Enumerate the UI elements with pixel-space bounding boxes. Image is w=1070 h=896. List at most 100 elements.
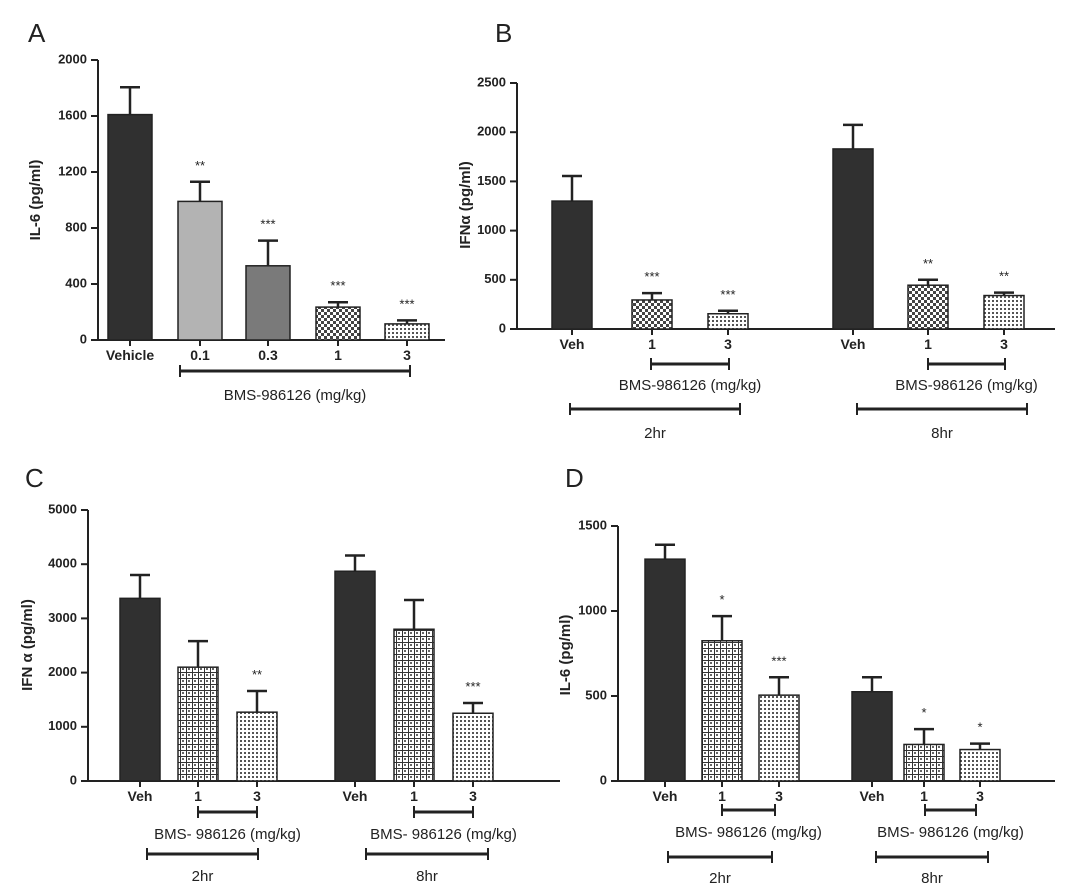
bar: [644, 558, 686, 782]
x-tick-label: 3: [469, 788, 477, 804]
dose-label: BMS-986126 (mg/kg): [895, 377, 1038, 394]
x-tick-label: Vehicle: [106, 347, 154, 363]
x-tick-label: Veh: [343, 788, 368, 804]
x-tick-label: 1: [648, 336, 656, 352]
bar: [907, 284, 949, 330]
y-tick-label: 2000: [48, 664, 77, 679]
y-tick-label: 0: [70, 772, 77, 787]
x-tick-label: 1: [194, 788, 202, 804]
time-label: 8hr: [931, 425, 953, 442]
x-tick-label: 1: [334, 347, 342, 363]
x-tick-label: 3: [403, 347, 411, 363]
x-tick-label: 1: [410, 788, 418, 804]
panel-letter: B: [495, 18, 512, 48]
x-tick-label: 3: [253, 788, 261, 804]
y-tick-label: 1000: [578, 602, 607, 617]
time-label: 2hr: [644, 425, 666, 442]
dose-label: BMS- 986126 (mg/kg): [877, 824, 1024, 841]
significance-label: *: [719, 592, 724, 607]
time-label: 2hr: [709, 870, 731, 887]
bar: [245, 265, 291, 341]
bar: [959, 748, 1001, 782]
bar: [832, 148, 874, 330]
dose-label: BMS-986126 (mg/kg): [224, 387, 367, 404]
bar: [701, 640, 743, 782]
y-axis-label: IFN α (pg/ml): [19, 599, 36, 691]
significance-label: ***: [771, 653, 786, 668]
panel-letter: A: [28, 18, 46, 48]
x-tick-label: 1: [924, 336, 932, 352]
time-label: 8hr: [416, 868, 438, 885]
y-tick-label: 1000: [477, 222, 506, 237]
panel-letter: D: [565, 463, 584, 493]
dose-label: BMS- 986126 (mg/kg): [370, 826, 517, 843]
bar: [631, 299, 673, 330]
significance-label: ***: [260, 217, 275, 232]
significance-label: ***: [399, 296, 414, 311]
bar: [758, 694, 800, 782]
significance-label: **: [195, 158, 205, 173]
bar: [384, 323, 430, 341]
y-tick-label: 0: [80, 331, 87, 346]
x-tick-label: Veh: [841, 336, 866, 352]
x-tick-label: 0.1: [190, 347, 210, 363]
y-tick-label: 500: [585, 687, 607, 702]
dose-label: BMS-986126 (mg/kg): [619, 377, 762, 394]
y-tick-label: 1000: [48, 718, 77, 733]
y-axis-label: IFNα (pg/ml): [457, 161, 474, 249]
significance-label: *: [977, 720, 982, 735]
y-tick-label: 1500: [578, 517, 607, 532]
bar: [334, 570, 376, 782]
y-tick-label: 400: [65, 275, 87, 290]
significance-label: ***: [330, 278, 345, 293]
x-tick-label: Veh: [860, 788, 885, 804]
y-tick-label: 1600: [58, 107, 87, 122]
time-label: 8hr: [921, 870, 943, 887]
significance-label: **: [999, 269, 1009, 284]
y-tick-label: 500: [484, 271, 506, 286]
panel-letter: C: [25, 463, 44, 493]
y-tick-label: 1200: [58, 163, 87, 178]
x-tick-label: Veh: [653, 788, 678, 804]
bar: [903, 743, 945, 782]
bar: [452, 712, 494, 782]
y-tick-label: 0: [600, 772, 607, 787]
significance-label: **: [923, 256, 933, 271]
x-tick-label: 3: [775, 788, 783, 804]
dose-label: BMS- 986126 (mg/kg): [675, 824, 822, 841]
bar: [119, 597, 161, 782]
significance-label: ***: [644, 269, 659, 284]
y-tick-label: 5000: [48, 501, 77, 516]
y-tick-label: 3000: [48, 610, 77, 625]
bar: [315, 306, 361, 341]
bar: [983, 294, 1025, 330]
y-tick-label: 0: [499, 320, 506, 335]
significance-label: ***: [465, 679, 480, 694]
x-tick-label: 1: [920, 788, 928, 804]
y-axis-label: IL-6 (pg/ml): [27, 160, 44, 241]
x-tick-label: 3: [1000, 336, 1008, 352]
dose-label: BMS- 986126 (mg/kg): [154, 826, 301, 843]
x-tick-label: 3: [724, 336, 732, 352]
x-tick-label: Veh: [560, 336, 585, 352]
bar: [107, 113, 153, 341]
y-tick-label: 800: [65, 219, 87, 234]
significance-label: **: [252, 667, 262, 682]
x-tick-label: Veh: [128, 788, 153, 804]
y-tick-label: 2500: [477, 74, 506, 89]
y-tick-label: 2000: [477, 124, 506, 139]
bar: [236, 711, 278, 782]
bar: [177, 200, 223, 341]
bar: [393, 628, 435, 782]
y-axis-label: IL-6 (pg/ml): [557, 615, 574, 696]
y-tick-label: 2000: [58, 51, 87, 66]
bar: [851, 691, 893, 782]
significance-label: *: [921, 705, 926, 720]
x-tick-label: 3: [976, 788, 984, 804]
bar: [177, 666, 219, 782]
y-tick-label: 4000: [48, 556, 77, 571]
time-label: 2hr: [192, 868, 214, 885]
x-tick-label: 0.3: [258, 347, 278, 363]
bar: [707, 312, 749, 330]
